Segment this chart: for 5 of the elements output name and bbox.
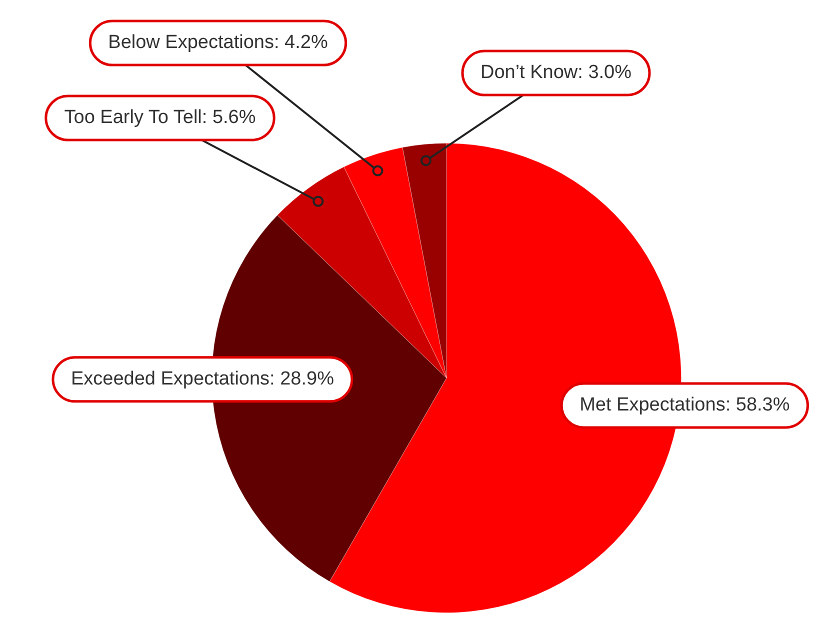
slice-label: Too Early To Tell: 5.6% (64, 107, 256, 128)
slice-label: Met Expectations: 58.3% (580, 394, 790, 416)
slice-label: Exceeded Expectations: 28.9% (70, 368, 334, 390)
slice-label: Below Expectations: 4.2% (108, 32, 328, 54)
slice-label: Don’t Know: 3.0% (480, 62, 632, 84)
